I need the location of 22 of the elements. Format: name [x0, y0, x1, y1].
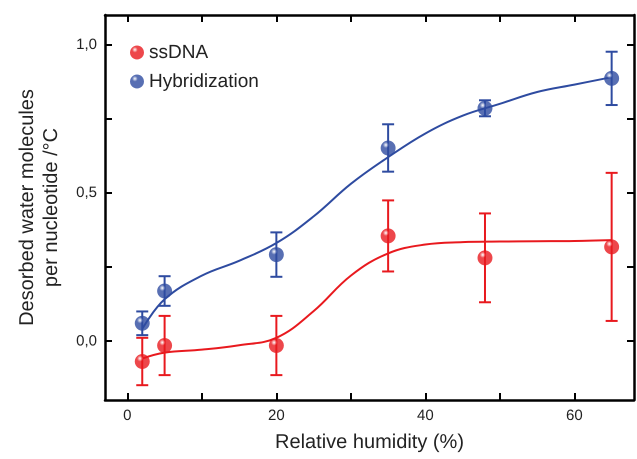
y-axis-title: Desorbed water molecules per nucleotide /°C [16, 89, 62, 326]
point [478, 250, 492, 266]
x-tick-label: 60 [566, 407, 583, 424]
point [157, 284, 172, 299]
point [134, 354, 150, 369]
legend-label: ssDNA [149, 42, 208, 63]
point [268, 338, 284, 354]
x-axis-title: Relative humidity (%) [275, 431, 464, 453]
y-tick-label: 1,0 [76, 36, 97, 54]
point [380, 140, 396, 156]
x-tick-label: 40 [417, 407, 434, 424]
point [604, 239, 620, 254]
legend-label: Hybridization [149, 71, 259, 92]
point [157, 338, 172, 354]
point [268, 247, 284, 262]
point [380, 228, 396, 244]
point [134, 316, 150, 331]
y-tick-label: 0,0 [76, 332, 97, 350]
x-tick-label: 20 [268, 407, 285, 424]
x-tick-label: 0 [123, 407, 132, 424]
point [604, 70, 620, 86]
y-tick-label: 0,5 [76, 184, 97, 202]
